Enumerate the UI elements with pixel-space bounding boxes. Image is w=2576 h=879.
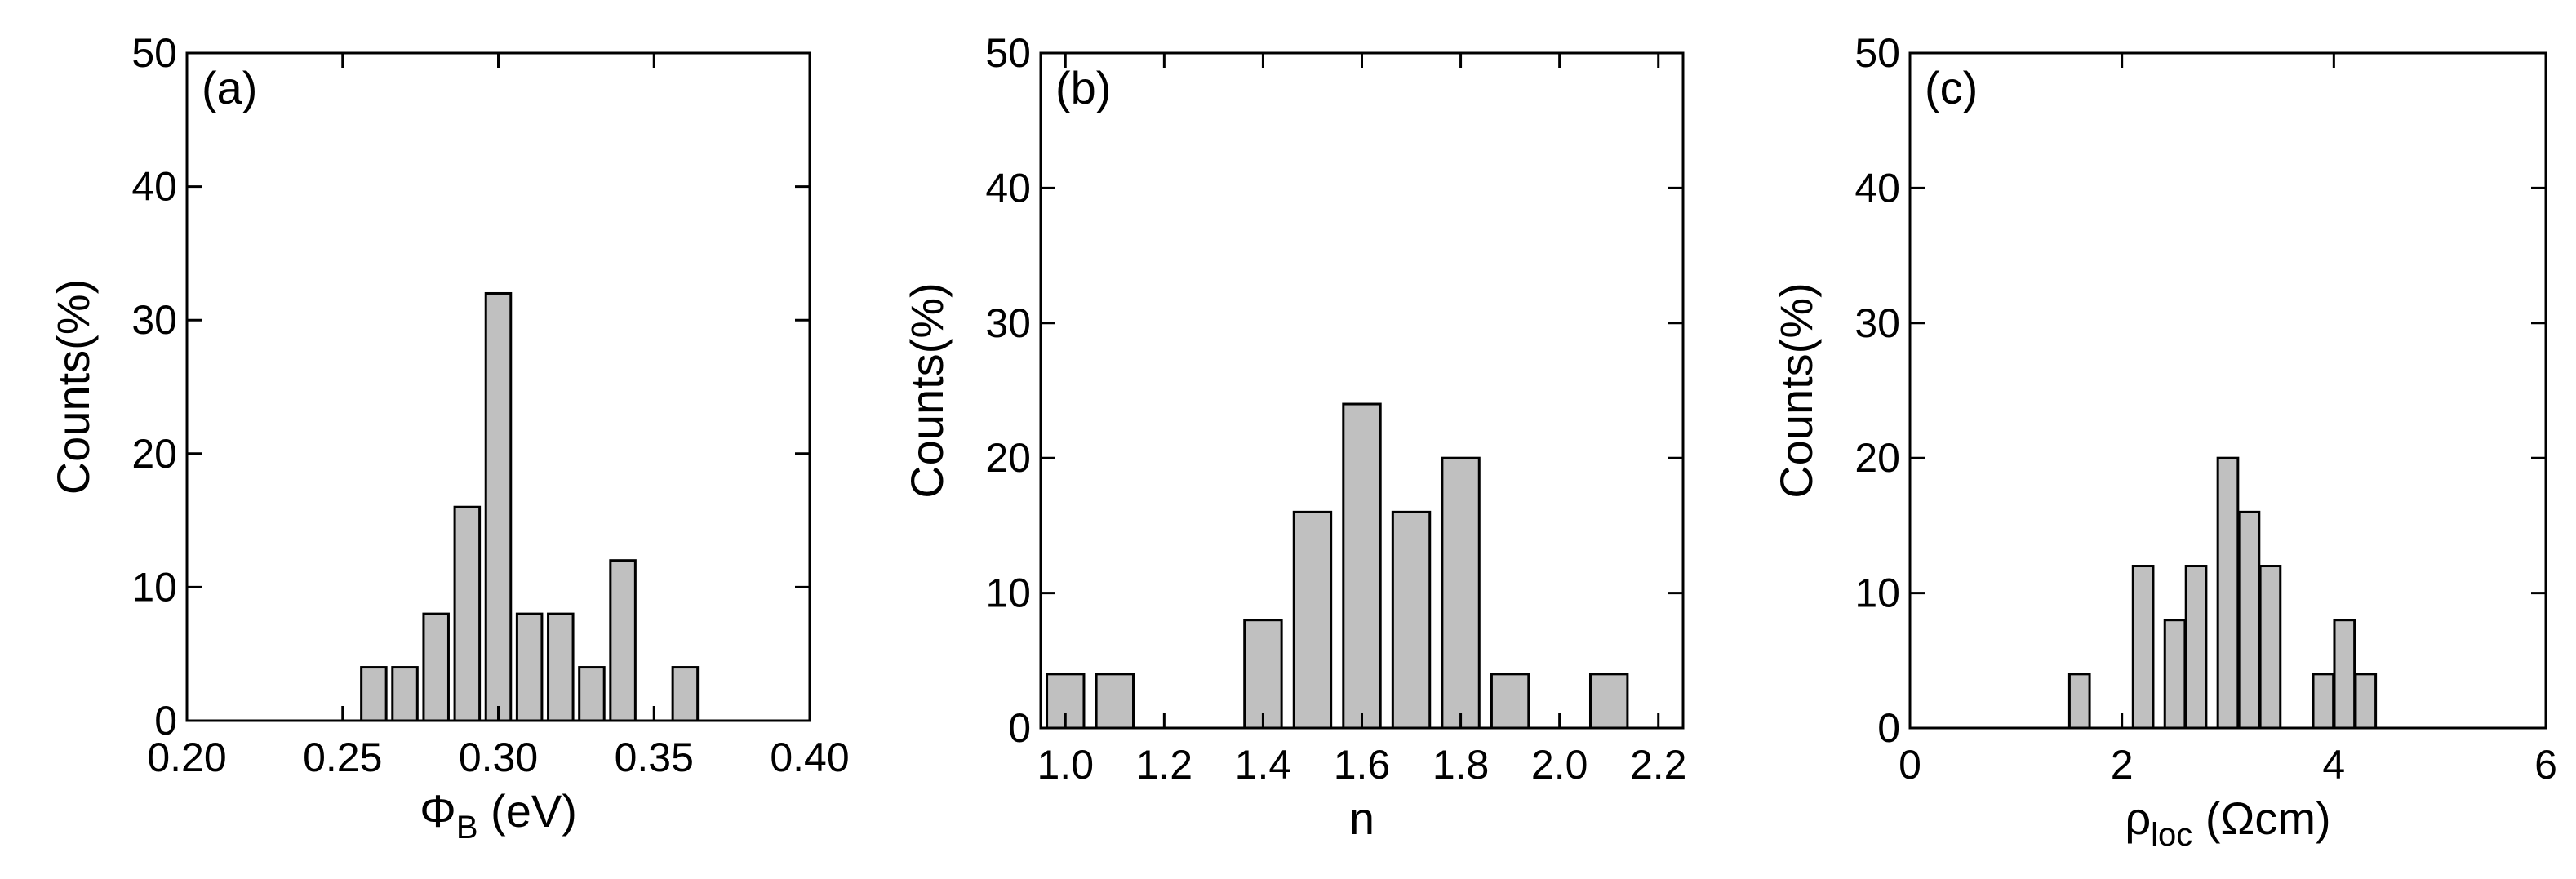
x-tick-label: 1.2 (1136, 742, 1193, 788)
histogram-bar (515, 612, 544, 722)
x-tick-label: 1.6 (1334, 742, 1391, 788)
x-axis-subscript: B (456, 810, 478, 846)
x-tick-label: 1.4 (1235, 742, 1292, 788)
y-tick-label: 10 (1854, 570, 1900, 616)
x-axis-unit: (eV) (478, 785, 577, 837)
histogram-bar (1391, 510, 1432, 730)
x-axis-symbol: n (1349, 792, 1375, 844)
histogram-bar (671, 666, 700, 722)
x-tick-label: 0.40 (770, 735, 849, 780)
x-tick-label: 2 (2111, 742, 2134, 788)
x-tick-label: 1.8 (1432, 742, 1490, 788)
y-tick-label: 20 (131, 431, 177, 477)
x-tick-label: 4 (2322, 742, 2345, 788)
histogram-bar (360, 666, 388, 722)
y-tick-label: 40 (1854, 165, 1900, 211)
x-tick-label: 2.2 (1630, 742, 1687, 788)
x-tick-label: 0 (1899, 742, 1921, 788)
histogram-bar (1441, 456, 1481, 730)
histogram-bar (2258, 565, 2282, 730)
histogram-bar (453, 505, 482, 722)
histogram-bar (609, 559, 637, 722)
histogram-bar (2131, 565, 2155, 730)
x-axis-title: n (1349, 792, 1375, 844)
x-tick-label: 0.20 (147, 735, 226, 780)
x-tick-label: 0.25 (303, 735, 382, 780)
histogram-bar (484, 291, 513, 722)
histogram-bar (2163, 619, 2187, 730)
histogram-bar (391, 666, 419, 722)
y-tick-label: 50 (1854, 30, 1900, 76)
histogram-bar (1243, 619, 1283, 730)
y-tick-label: 0 (1877, 705, 1900, 751)
x-axis-symbol: ρ (2125, 792, 2151, 844)
x-tick-label: 6 (2534, 742, 2557, 788)
histogram-bar (2354, 673, 2378, 730)
x-axis-title: ΦB (eV) (420, 785, 577, 846)
y-axis-title: Counts(%) (901, 282, 953, 499)
histogram-bar (1095, 673, 1135, 730)
x-tick-label: 0.35 (615, 735, 694, 780)
plot-frame (1908, 51, 2547, 730)
histogram-bar (1292, 510, 1333, 730)
histogram-bar (2216, 456, 2240, 730)
y-axis-title: Counts(%) (1770, 282, 1822, 499)
y-tick-label: 30 (131, 297, 177, 343)
histogram-bar (1490, 673, 1530, 730)
panel-label: (b) (1055, 62, 1111, 113)
y-tick-label: 40 (131, 164, 177, 210)
y-tick-label: 30 (985, 300, 1031, 346)
x-tick-label: 2.0 (1531, 742, 1588, 788)
y-axis-title: Counts(%) (47, 279, 99, 495)
x-axis-title: ρloc (Ωcm) (2125, 792, 2330, 853)
x-axis-symbol: Φ (420, 785, 456, 837)
histogram-bar (2067, 673, 2091, 730)
histogram-bar (2333, 619, 2356, 730)
x-tick-label: 0.30 (459, 735, 538, 780)
x-axis-unit: (Ωcm) (2192, 792, 2330, 844)
histogram-bar (422, 612, 450, 722)
histogram-bar (1342, 402, 1382, 730)
y-tick-label: 0 (1008, 705, 1031, 751)
x-tick-label: 1.0 (1037, 742, 1095, 788)
y-tick-label: 40 (985, 165, 1031, 211)
y-tick-label: 50 (985, 30, 1031, 76)
panel-label: (a) (202, 62, 257, 113)
y-tick-label: 20 (985, 435, 1031, 481)
histogram-bar (2237, 510, 2261, 730)
y-tick-label: 0 (154, 698, 177, 744)
histogram-bar (578, 666, 606, 722)
histogram-bar (2312, 673, 2335, 730)
y-tick-label: 50 (131, 30, 177, 76)
chart-panel-c: 0 10 20 30 40 50 0 2 4 6 (c) Counts(%) ρloc (Ωcm) (1770, 30, 2557, 853)
y-tick-label: 10 (985, 570, 1031, 616)
chart-panel-a: 0 10 20 30 40 50 0.20 0.25 0.30 0.35 0.40 (a) Counts… (47, 30, 850, 846)
y-tick-label: 30 (1854, 300, 1900, 346)
chart-panel-b: 0 10 20 30 40 50 1.0 1.2 1.4 1.6 1.8 2.0 2.2 (b) Count… (901, 30, 1686, 844)
histogram-bar (1588, 673, 1629, 730)
panel-label: (c) (1925, 62, 1978, 113)
x-axis-subscript: loc (2151, 817, 2192, 853)
histogram-bar (547, 612, 575, 722)
histogram-bar (2184, 565, 2208, 730)
y-tick-label: 10 (131, 564, 177, 610)
y-tick-label: 20 (1854, 435, 1900, 481)
